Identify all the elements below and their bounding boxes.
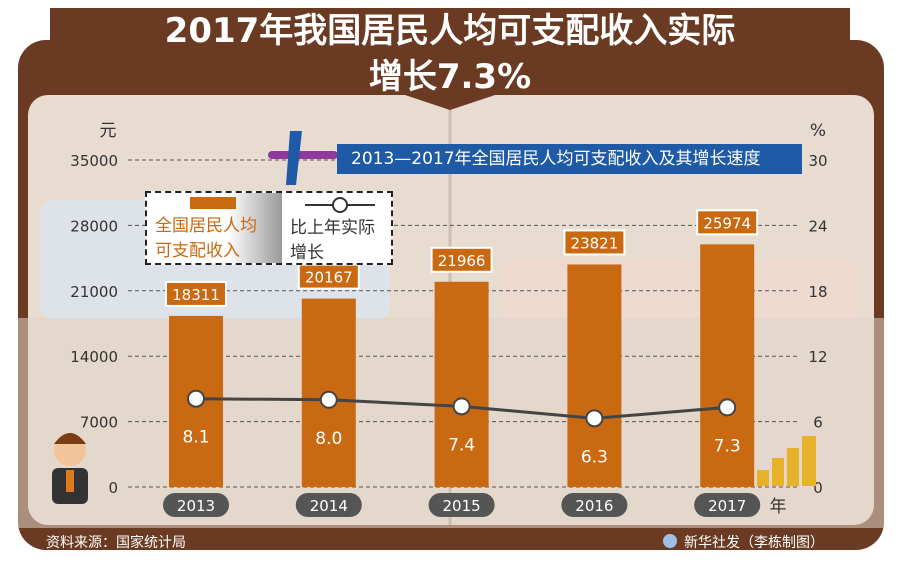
y-axis-unit: 元 <box>100 121 117 141</box>
legend-bar-swatch <box>190 197 236 209</box>
bar-value-box <box>696 209 759 236</box>
y-tick-label: 7000 <box>80 414 118 432</box>
x-tick-label: 2014 <box>310 497 348 515</box>
y-tick-label: 0 <box>108 479 118 497</box>
legend: 全国居民人均 可支配收入 比上年实际增长 <box>145 191 393 265</box>
businessman-icon <box>52 433 88 504</box>
x-tick-pill <box>163 493 229 517</box>
y2-tick-label: 6 <box>813 414 823 432</box>
y2-tick-label: 24 <box>808 217 827 235</box>
x-tick-label: 2016 <box>575 497 613 515</box>
x-tick-pill <box>561 493 628 517</box>
legend-line-swatch <box>305 197 375 213</box>
growth-point <box>585 409 604 428</box>
growth-value-label: 8.1 <box>182 428 209 448</box>
title-line-1: 2017年我国居民人均可支配收入实际 <box>164 11 736 51</box>
growth-value-label: 7.3 <box>714 436 741 456</box>
x-tick-label: 2013 <box>177 497 215 515</box>
y2-tick-label: 12 <box>808 348 827 366</box>
title-banner <box>50 8 850 110</box>
bar-value-box <box>430 246 493 273</box>
y2-tick-label: 30 <box>808 152 827 170</box>
x-tick-pill <box>428 493 495 517</box>
bar <box>700 244 755 487</box>
bar-value-label: 18311 <box>172 286 220 304</box>
growth-point <box>319 390 338 409</box>
x-tick-pill <box>295 493 362 517</box>
source-note: 资料来源：国家统计局 <box>46 535 186 551</box>
x-tick-label: 2015 <box>443 497 481 515</box>
coins-icon <box>757 436 816 486</box>
y-tick-label: 21000 <box>70 283 118 301</box>
legend-bar-label-1: 全国居民人均 <box>155 216 257 236</box>
y-tick-label: 35000 <box>70 152 118 170</box>
bar-value-label: 23821 <box>571 234 619 252</box>
chart-title: 2013—2017年全国居民人均可支配收入及其增长速度 <box>337 144 802 174</box>
bar-value-label: 25974 <box>703 214 751 232</box>
bar-value-box <box>563 229 626 256</box>
airplane-icon <box>268 131 338 185</box>
y2-axis-unit: % <box>810 121 826 141</box>
y-tick-label: 28000 <box>70 217 118 235</box>
page-title: 2017年我国居民人均可支配收入实际 增长7.3% <box>50 8 850 100</box>
bar <box>434 281 489 487</box>
growth-value-label: 6.3 <box>581 447 608 467</box>
legend-line-label-2: 增长 <box>290 243 324 263</box>
legend-bar: 全国居民人均 可支配收入 <box>147 193 282 263</box>
bar-value-box <box>165 280 227 307</box>
growth-value-label: 7.4 <box>448 435 475 455</box>
xinhua-logo-icon <box>663 534 677 548</box>
legend-line: 比上年实际 增长 <box>282 193 391 263</box>
y2-tick-label: 0 <box>813 479 823 497</box>
legend-line-label-1: 比上年实际 <box>290 218 375 238</box>
growth-point <box>187 389 205 408</box>
bar-value-label: 20167 <box>305 269 353 287</box>
y-tick-label: 14000 <box>70 348 118 366</box>
credit-note: 新华社发（李栋制图） <box>684 535 824 551</box>
growth-point <box>718 398 737 417</box>
legend-bar-label-2: 可支配收入 <box>155 241 240 261</box>
bar-value-label: 21966 <box>438 252 486 270</box>
bar <box>567 264 622 487</box>
y2-tick-label: 18 <box>808 283 827 301</box>
x-axis-unit: 年 <box>770 497 787 517</box>
title-line-2: 增长7.3% <box>368 57 532 97</box>
x-tick-pill <box>694 493 761 517</box>
growth-value-label: 8.0 <box>315 429 342 449</box>
growth-point <box>452 397 471 416</box>
x-tick-label: 2017 <box>708 497 746 515</box>
